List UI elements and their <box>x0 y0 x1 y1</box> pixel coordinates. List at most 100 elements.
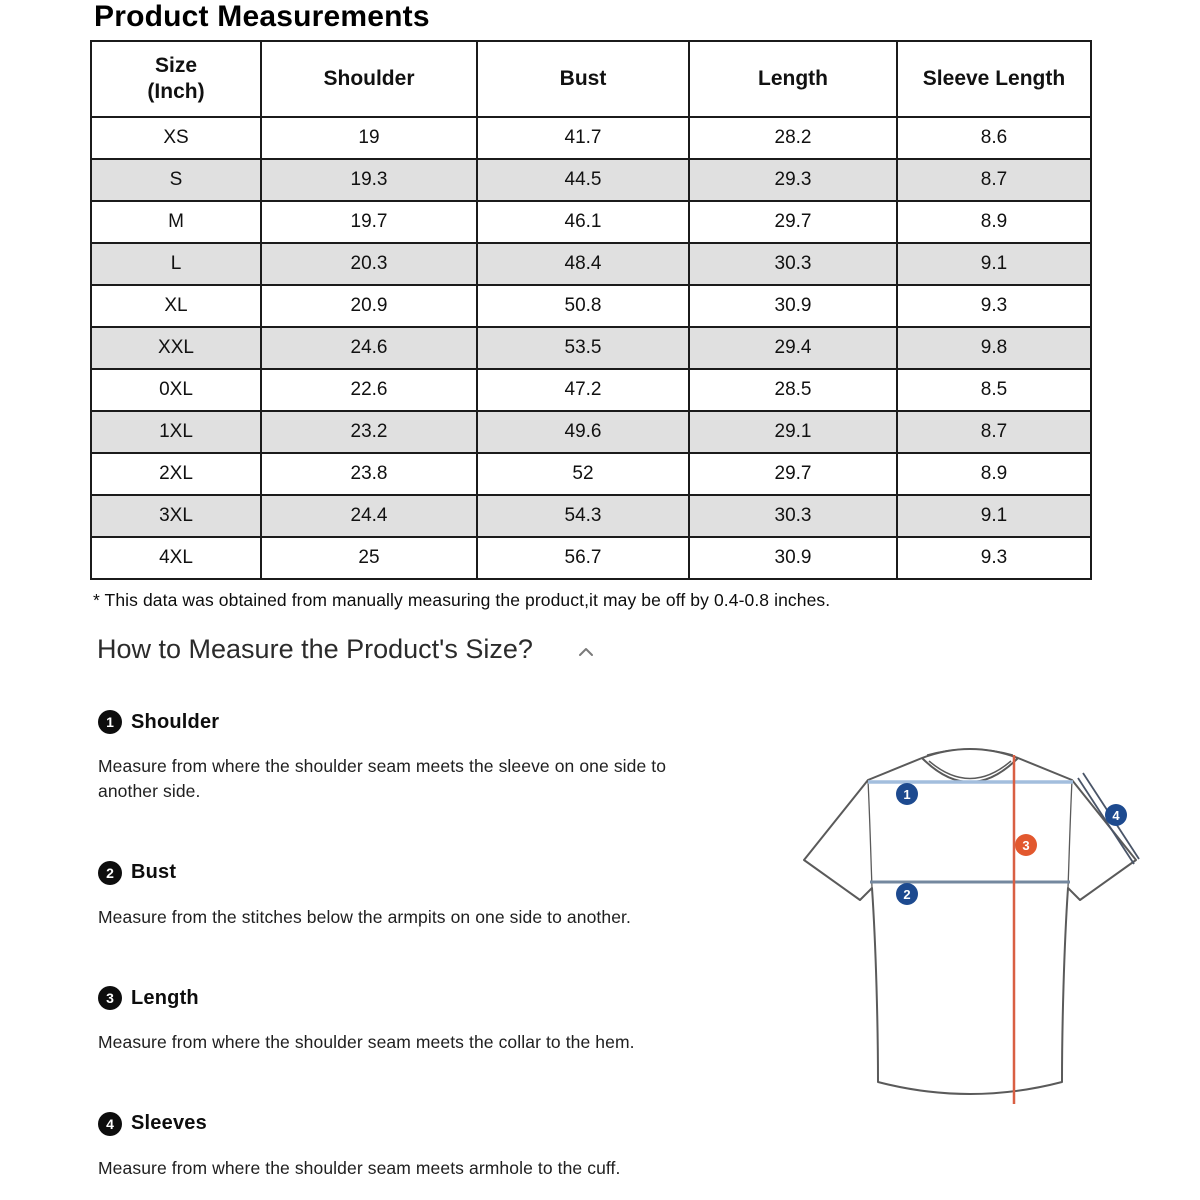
cell-length: 30.9 <box>688 284 898 328</box>
cell-size: XL <box>90 284 262 328</box>
measure-section-sleeves: 4 Sleeves Measure from where the shoulder … <box>98 1111 718 1181</box>
table-row: 0XL 22.6 47.2 28.5 8.5 <box>90 368 1092 412</box>
collar-back-arc <box>926 748 1014 756</box>
cell-size: 1XL <box>90 410 262 454</box>
cell-bust: 46.1 <box>476 200 690 244</box>
marker-sleeves: 4 <box>1105 804 1127 826</box>
cell-bust: 53.5 <box>476 326 690 370</box>
cell-sleeve: 8.7 <box>896 158 1092 202</box>
table-row: XXL 24.6 53.5 29.4 9.8 <box>90 326 1092 370</box>
cell-size: L <box>90 242 262 286</box>
header-shoulder: Shoulder <box>260 40 478 118</box>
cell-size: 2XL <box>90 452 262 496</box>
section-label: Sleeves <box>131 1112 207 1134</box>
cell-bust: 56.7 <box>476 536 690 580</box>
cell-bust: 49.6 <box>476 410 690 454</box>
cell-size: M <box>90 200 262 244</box>
cell-sleeve: 8.7 <box>896 410 1092 454</box>
cell-bust: 54.3 <box>476 494 690 538</box>
measure-sections: 1 Shoulder Measure from where the shoulder… <box>98 710 718 1200</box>
cell-sleeve: 8.9 <box>896 452 1092 496</box>
tshirt-outline <box>803 748 1137 1095</box>
svg-text:2: 2 <box>903 887 910 902</box>
table-row: 4XL 25 56.7 30.9 9.3 <box>90 536 1092 580</box>
cell-size: 3XL <box>90 494 262 538</box>
measure-section-shoulder: 1 Shoulder Measure from where the shoulder… <box>98 710 718 805</box>
cell-length: 29.7 <box>688 200 898 244</box>
cell-shoulder: 23.8 <box>260 452 478 496</box>
table-row: M 19.7 46.1 29.7 8.9 <box>90 200 1092 244</box>
table-row: 1XL 23.2 49.6 29.1 8.7 <box>90 410 1092 454</box>
section-label: Bust <box>131 861 177 884</box>
number-badge: 4 <box>98 1111 122 1136</box>
cell-sleeve: 8.9 <box>896 200 1092 244</box>
cell-sleeve: 9.3 <box>896 536 1092 580</box>
cell-sleeve: 9.8 <box>896 326 1092 370</box>
section-description: Measure from where the shoulder seam mee… <box>98 1157 621 1178</box>
chevron-up-icon[interactable] <box>577 646 595 658</box>
cell-shoulder: 25 <box>260 536 478 580</box>
measurement-disclaimer: * This data was obtained from manually m… <box>93 590 831 610</box>
cell-length: 30.3 <box>688 494 898 538</box>
section-label: Shoulder <box>131 710 220 733</box>
cell-size: 0XL <box>90 368 262 412</box>
header-bust: Bust <box>476 40 690 118</box>
cell-length: 30.9 <box>688 536 898 580</box>
cell-size: S <box>90 158 262 202</box>
cell-sleeve: 9.1 <box>896 494 1092 538</box>
number-badge: 2 <box>98 860 122 885</box>
table-row: 3XL 24.4 54.3 30.3 9.1 <box>90 494 1092 538</box>
cell-bust: 48.4 <box>476 242 690 286</box>
header-size: Size (Inch) <box>90 40 262 118</box>
sleeve-measure-line-a <box>1077 777 1135 865</box>
cell-length: 29.7 <box>688 452 898 496</box>
cell-length: 30.3 <box>688 242 898 286</box>
table-row: XS 19 41.7 28.2 8.6 <box>90 116 1092 160</box>
svg-text:1: 1 <box>903 787 910 802</box>
table-row: XL 20.9 50.8 30.9 9.3 <box>90 284 1092 328</box>
cell-shoulder: 22.6 <box>260 368 478 412</box>
measure-section-length: 3 Length Measure from where the shoulder s… <box>98 986 718 1055</box>
cell-length: 28.5 <box>688 368 898 412</box>
cell-length: 29.4 <box>688 326 898 370</box>
header-size-line2: (Inch) <box>147 80 205 103</box>
cell-sleeve: 8.6 <box>896 116 1092 160</box>
how-to-measure-header: How to Measure the Product's Size? <box>97 634 595 665</box>
table-row: 2XL 23.8 52 29.7 8.9 <box>90 452 1092 496</box>
cell-size: XS <box>90 116 262 160</box>
cell-sleeve: 9.1 <box>896 242 1092 286</box>
size-chart-table: Size (Inch) Shoulder Bust Length Sleeve … <box>90 40 1092 580</box>
table-row: L 20.3 48.4 30.3 9.1 <box>90 242 1092 286</box>
cell-shoulder: 19.7 <box>260 200 478 244</box>
size-table-body: XS 19 41.7 28.2 8.6 S 19.3 44.5 29.3 8.7 M 19.7 46.1… <box>90 116 1092 580</box>
cell-length: 28.2 <box>688 116 898 160</box>
svg-text:3: 3 <box>1022 838 1029 853</box>
section-description: Measure from where the shoulder seam mee… <box>98 1032 635 1053</box>
how-to-measure-title: How to Measure the Product's Size? <box>97 634 533 664</box>
cell-length: 29.1 <box>688 410 898 454</box>
cell-shoulder: 23.2 <box>260 410 478 454</box>
cell-size: 4XL <box>90 536 262 580</box>
cell-sleeve: 8.5 <box>896 368 1092 412</box>
cell-length: 29.3 <box>688 158 898 202</box>
cell-bust: 50.8 <box>476 284 690 328</box>
marker-length: 3 <box>1015 834 1037 856</box>
collar-inner-arc <box>928 760 1012 780</box>
header-size-line1: Size <box>154 53 198 77</box>
svg-text:4: 4 <box>1112 808 1120 823</box>
number-badge: 1 <box>98 710 122 734</box>
tshirt-measurement-diagram: 1 2 3 4 <box>803 748 1140 1104</box>
section-description: Measure from the stitches below the armp… <box>98 906 631 927</box>
header-sleeve-length: Sleeve Length <box>896 40 1092 118</box>
section-label: Length <box>131 986 199 1009</box>
table-header-row: Size (Inch) Shoulder Bust Length Sleeve … <box>90 40 1092 118</box>
table-row: S 19.3 44.5 29.3 8.7 <box>90 158 1092 202</box>
page-title: Product Measurements <box>94 0 430 33</box>
cell-bust: 52 <box>476 452 690 496</box>
measure-section-bust: 2 Bust Measure from the stitches below the… <box>98 860 718 930</box>
marker-shoulder: 1 <box>896 783 918 805</box>
left-armhole-seam <box>867 779 873 889</box>
cell-shoulder: 19.3 <box>260 158 478 202</box>
cell-sleeve: 9.3 <box>896 284 1092 328</box>
